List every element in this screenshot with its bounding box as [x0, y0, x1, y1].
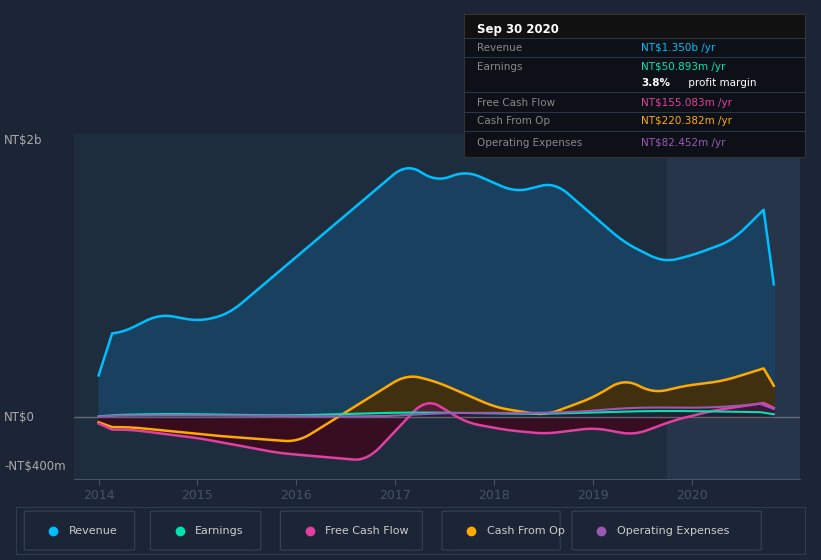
Text: Revenue: Revenue [69, 526, 118, 535]
Text: profit margin: profit margin [686, 78, 757, 88]
Text: Cash From Op: Cash From Op [478, 116, 551, 126]
Text: NT$82.452m /yr: NT$82.452m /yr [641, 138, 726, 147]
Text: NT$50.893m /yr: NT$50.893m /yr [641, 62, 726, 72]
Text: NT$0: NT$0 [4, 411, 35, 424]
Text: 3.8%: 3.8% [641, 78, 670, 88]
Text: Operating Expenses: Operating Expenses [617, 526, 729, 535]
Text: Earnings: Earnings [478, 62, 523, 72]
Bar [667, 134, 800, 479]
Text: NT$1.350b /yr: NT$1.350b /yr [641, 43, 715, 53]
Text: Free Cash Flow: Free Cash Flow [478, 97, 556, 108]
Bar [464, 14, 805, 39]
Text: Earnings: Earnings [195, 526, 244, 535]
Text: NT$155.083m /yr: NT$155.083m /yr [641, 97, 732, 108]
Text: Free Cash Flow: Free Cash Flow [325, 526, 409, 535]
Text: NT$2b: NT$2b [4, 134, 43, 147]
Text: Revenue: Revenue [478, 43, 523, 53]
Text: NT$220.382m /yr: NT$220.382m /yr [641, 116, 732, 126]
Text: Sep 30 2020: Sep 30 2020 [478, 23, 559, 36]
Text: -NT$400m: -NT$400m [4, 460, 66, 473]
Text: Cash From Op: Cash From Op [487, 526, 565, 535]
Text: Operating Expenses: Operating Expenses [478, 138, 583, 147]
